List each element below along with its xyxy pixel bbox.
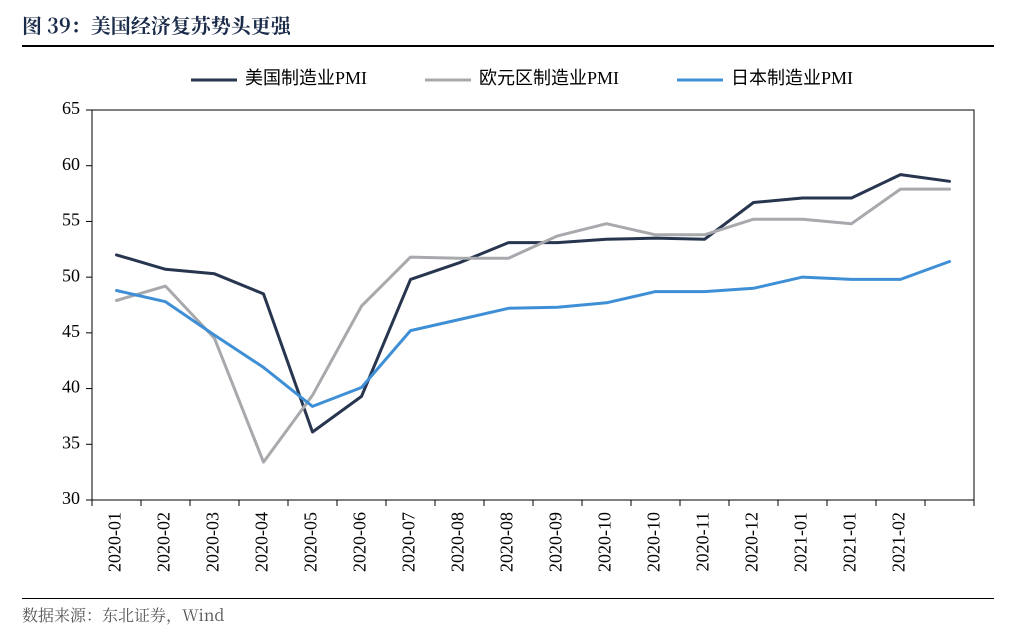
svg-text:2020-11: 2020-11: [693, 512, 713, 571]
svg-text:2020-07: 2020-07: [399, 512, 419, 572]
svg-text:55: 55: [62, 210, 80, 230]
svg-text:欧元区制造业PMI: 欧元区制造业PMI: [479, 68, 619, 88]
chart-area: 30 35 40 45 50 55 60 65 2020-01 2020-02 2020-03 202…: [22, 60, 994, 600]
svg-text:2020-09: 2020-09: [546, 512, 566, 572]
svg-text:美国制造业PMI: 美国制造业PMI: [245, 68, 367, 88]
svg-text:2021-01: 2021-01: [840, 512, 860, 572]
svg-text:2020-01: 2020-01: [105, 512, 125, 572]
data-source: 数据来源：东北证券，Wind: [22, 598, 994, 626]
svg-text:2021-02: 2021-02: [889, 512, 909, 572]
svg-text:35: 35: [62, 432, 80, 452]
svg-text:2020-08: 2020-08: [497, 512, 517, 572]
figure-container: 图 39：美国经济复苏势头更强 30 35 40 45 50 55 60 65 2020-01 2…: [0, 0, 1016, 636]
figure-title: 图 39：美国经济复苏势头更强: [22, 10, 994, 47]
svg-text:50: 50: [62, 265, 80, 285]
svg-text:2020-08: 2020-08: [448, 512, 468, 572]
svg-text:日本制造业PMI: 日本制造业PMI: [731, 68, 853, 88]
svg-text:40: 40: [62, 377, 80, 397]
svg-text:30: 30: [62, 488, 80, 508]
svg-text:45: 45: [62, 321, 80, 341]
svg-text:60: 60: [62, 154, 80, 174]
svg-text:2020-12: 2020-12: [742, 512, 762, 572]
svg-text:2021-01: 2021-01: [791, 512, 811, 572]
svg-text:2020-03: 2020-03: [203, 512, 223, 572]
svg-text:65: 65: [62, 98, 80, 118]
svg-text:2020-10: 2020-10: [644, 512, 664, 572]
line-chart: 30 35 40 45 50 55 60 65 2020-01 2020-02 2020-03 202…: [22, 60, 994, 600]
svg-text:2020-02: 2020-02: [154, 512, 174, 572]
svg-text:2020-05: 2020-05: [301, 512, 321, 572]
svg-text:2020-10: 2020-10: [595, 512, 615, 572]
svg-text:2020-06: 2020-06: [350, 512, 370, 572]
svg-text:2020-04: 2020-04: [252, 512, 272, 572]
